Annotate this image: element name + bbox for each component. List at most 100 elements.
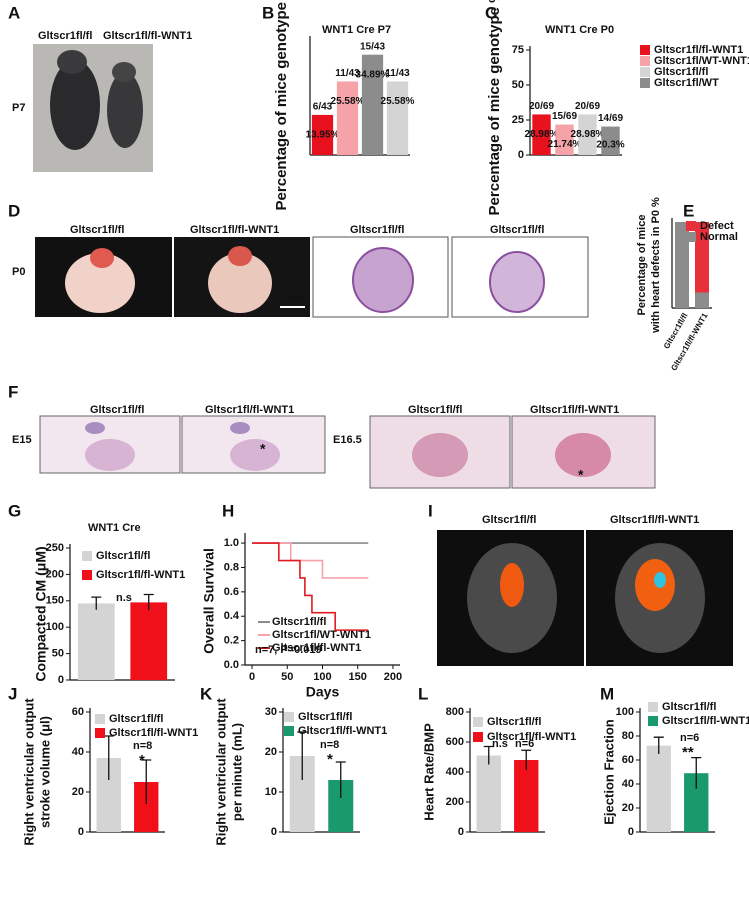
- legend-label: Gltscr1fl/fl-WNT1: [654, 44, 743, 56]
- survival-line: [252, 542, 369, 631]
- photo: [35, 236, 589, 318]
- image-label: Gltscr1fl/fl: [482, 514, 536, 526]
- annotation: n=8: [133, 740, 152, 752]
- image-label: Gltscr1fl/fl: [408, 404, 462, 416]
- panel-letter: L: [418, 684, 428, 703]
- bar: [646, 745, 671, 832]
- error-bar: [143, 593, 154, 611]
- annotation: n.s: [116, 592, 132, 604]
- error-bar: [691, 756, 702, 789]
- y-tick-label: 0: [271, 826, 277, 838]
- count-label: 15/69: [552, 111, 577, 122]
- y-tick-label: 20: [622, 802, 634, 814]
- legend-label: Gltscr1fl/fl-WNT1: [96, 569, 185, 581]
- count-label: 14/69: [598, 113, 623, 124]
- data-label: 13.95%: [306, 130, 340, 141]
- y-tick-label: 40: [72, 746, 84, 758]
- bar-segment: [695, 292, 709, 308]
- image-label: Gltscr1fl/fl-WNT1: [610, 514, 699, 526]
- image-label: Gltscr1fl/fl: [490, 224, 544, 236]
- y-axis-label: Right ventricular output: [213, 698, 228, 846]
- x-axis-label: Days: [306, 684, 340, 700]
- error-bar: [483, 745, 494, 765]
- data-label: 28.98%: [571, 129, 605, 140]
- y-tick-label: 0: [58, 674, 64, 686]
- legend-swatch: [284, 712, 294, 722]
- image-mark: *: [578, 467, 584, 483]
- image-label: Gltscr1fl/fl-WNT1: [530, 404, 619, 416]
- error-bar: [141, 759, 152, 804]
- y-tick-label: 0: [458, 826, 464, 838]
- legend-swatch: [95, 714, 105, 724]
- legend-swatch: [640, 45, 650, 55]
- error-bar: [335, 761, 346, 798]
- y-axis-label: Overall Survival: [201, 548, 217, 654]
- chart-title: WNT1 Cre P7: [322, 24, 391, 36]
- y-tick-label: 100: [616, 706, 634, 718]
- y-tick-label: 60: [72, 706, 84, 718]
- bar: [601, 126, 620, 155]
- panel-letter: I: [428, 501, 433, 520]
- y-tick-label: 0: [628, 826, 634, 838]
- y-tick-label: 75: [512, 44, 524, 56]
- y-tick-label: 40: [622, 778, 634, 790]
- y-tick-label: 60: [622, 754, 634, 766]
- panel-letter: F: [8, 382, 18, 401]
- legend-label: Gltscr1fl/fl: [109, 713, 163, 725]
- bar: [130, 602, 168, 680]
- panel-letter: H: [222, 501, 234, 520]
- annotation: n=7, P=0.019: [255, 644, 322, 656]
- photo: [437, 530, 733, 666]
- legend-swatch: [686, 232, 696, 242]
- bar: [386, 81, 409, 155]
- y-tick-label: 600: [446, 736, 464, 748]
- annotation: n=8: [320, 739, 339, 751]
- bar: [514, 760, 539, 832]
- error-bar: [653, 736, 664, 754]
- y-tick-label: 200: [46, 568, 64, 580]
- y-tick-label: 50: [512, 79, 524, 91]
- legend-label: Gltscr1fl/WT: [654, 77, 719, 89]
- legend-label: Gltscr1fl/fl: [662, 701, 716, 713]
- y-tick-label: 100: [46, 621, 64, 633]
- x-tick-label: 0: [249, 671, 255, 683]
- y-tick-label: 10: [265, 786, 277, 798]
- y-tick-label: 0: [78, 826, 84, 838]
- legend-swatch: [640, 78, 650, 88]
- bar: [336, 81, 359, 155]
- data-label: 21.74%: [548, 139, 582, 150]
- scale-label: 5 mm: [280, 292, 304, 302]
- error-bar: [103, 735, 114, 780]
- y-tick-label: 200: [446, 796, 464, 808]
- image-label: Gltscr1fl/fl: [38, 30, 92, 42]
- error-bar: [521, 749, 532, 770]
- y-axis-label: per minute (mL): [229, 723, 244, 821]
- y-tick-label: 0: [518, 149, 524, 161]
- row-label: E16.5: [333, 434, 362, 446]
- legend-swatch: [82, 570, 92, 580]
- legend-label: Defect: [700, 220, 734, 232]
- x-tick-label: Gltscr1fl/fl-WNT1: [669, 311, 710, 372]
- panel-letter: K: [200, 684, 213, 703]
- annotation: *: [327, 751, 333, 768]
- legend-swatch: [82, 551, 92, 561]
- count-label: 15/43: [360, 41, 385, 52]
- legend-label: Normal: [700, 231, 738, 243]
- data-label: 25.58%: [331, 96, 365, 107]
- photo: [33, 44, 153, 172]
- data-label: 20.3%: [596, 140, 624, 151]
- y-tick-label: 800: [446, 706, 464, 718]
- legend-swatch: [473, 717, 483, 727]
- count-label: 11/43: [335, 68, 360, 79]
- bar: [361, 54, 384, 155]
- legend-label: Gltscr1fl/fl-WNT1: [487, 731, 576, 743]
- bar: [555, 124, 574, 155]
- image-label: Gltscr1fl/fl-WNT1: [205, 404, 294, 416]
- bar: [476, 755, 501, 832]
- annotation: n=6: [680, 732, 699, 744]
- data-label: 34.89%: [356, 69, 390, 80]
- y-tick-label: 20: [265, 746, 277, 758]
- image-mark: *: [260, 441, 266, 457]
- y-tick-label: 150: [46, 595, 64, 607]
